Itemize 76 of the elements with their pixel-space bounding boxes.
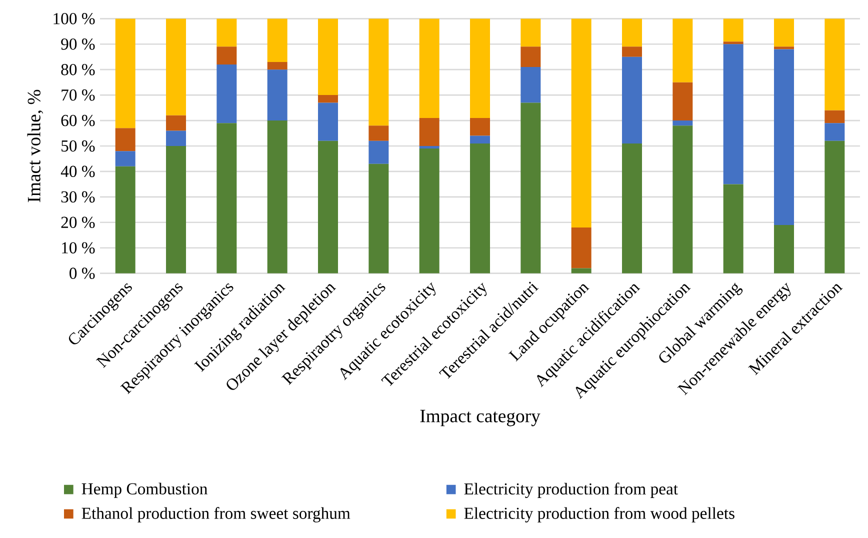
bar <box>318 95 338 103</box>
bar <box>520 102 541 274</box>
y-tick-label: 10 % <box>62 242 95 254</box>
bar <box>267 18 288 62</box>
bar <box>520 18 541 47</box>
bar <box>622 46 642 57</box>
bar <box>470 118 490 136</box>
y-tick-label: 50 % <box>62 140 95 152</box>
y-tick-label: 40 % <box>60 166 95 178</box>
bar <box>672 120 693 126</box>
bar <box>723 42 744 44</box>
bar <box>824 18 845 110</box>
bar <box>115 18 136 128</box>
bar <box>115 128 136 152</box>
bar <box>571 18 592 228</box>
bar <box>419 18 440 118</box>
bar <box>774 224 794 274</box>
bar <box>774 46 794 50</box>
bar <box>419 146 440 149</box>
bar <box>419 118 440 146</box>
bar <box>368 18 389 126</box>
bar <box>672 82 693 121</box>
bar <box>216 64 237 124</box>
bar <box>824 110 845 124</box>
bar <box>166 18 186 116</box>
legend-label: Electricity production from wood pellets <box>464 507 734 522</box>
bar <box>115 151 136 166</box>
bar <box>622 143 642 274</box>
bar <box>520 67 541 103</box>
bar <box>216 123 237 274</box>
legend-label: Electricity production from peat <box>464 482 678 498</box>
bar <box>267 70 288 121</box>
bar <box>672 18 693 82</box>
y-tick-label: 90 % <box>61 38 95 50</box>
bar <box>672 126 693 274</box>
bar <box>622 56 642 144</box>
bar <box>318 18 338 96</box>
bar <box>166 115 186 131</box>
bar <box>824 123 845 141</box>
bar <box>419 148 440 274</box>
bar <box>115 166 136 274</box>
y-tick-label: 0 % <box>70 268 95 279</box>
bar <box>520 46 541 68</box>
bar <box>470 143 490 274</box>
legend-label: Hemp Combustion <box>82 482 208 498</box>
bar <box>470 18 490 118</box>
bar <box>318 102 338 141</box>
bar <box>622 18 642 47</box>
bar <box>470 136 490 144</box>
bar <box>723 18 744 42</box>
bar <box>774 18 794 47</box>
bar <box>368 164 389 274</box>
bar <box>723 44 744 184</box>
bar <box>571 268 592 274</box>
bar <box>571 227 592 268</box>
y-tick-label: 30 % <box>61 191 95 203</box>
y-tick-label: 100 % <box>54 13 95 24</box>
bar <box>774 49 794 225</box>
bar <box>166 146 186 274</box>
bar <box>267 120 288 274</box>
bar <box>824 140 845 274</box>
bar <box>166 130 186 146</box>
bar <box>216 18 237 47</box>
y-tick-label: 60 % <box>61 114 95 126</box>
legend-label: Ethanol production from sweet sorghum <box>82 507 350 522</box>
bar <box>368 140 389 164</box>
x-axis-title: Impact category <box>420 410 540 426</box>
y-tick-label: 70 % <box>62 89 95 101</box>
bar <box>368 126 389 141</box>
bar <box>318 140 338 274</box>
y-axis-title: Imact volue, % <box>27 90 44 202</box>
bar <box>723 184 744 274</box>
y-tick-label: 20 % <box>61 216 95 228</box>
bar <box>267 62 288 70</box>
y-tick-label: 80 % <box>61 64 95 76</box>
bar <box>216 46 237 64</box>
